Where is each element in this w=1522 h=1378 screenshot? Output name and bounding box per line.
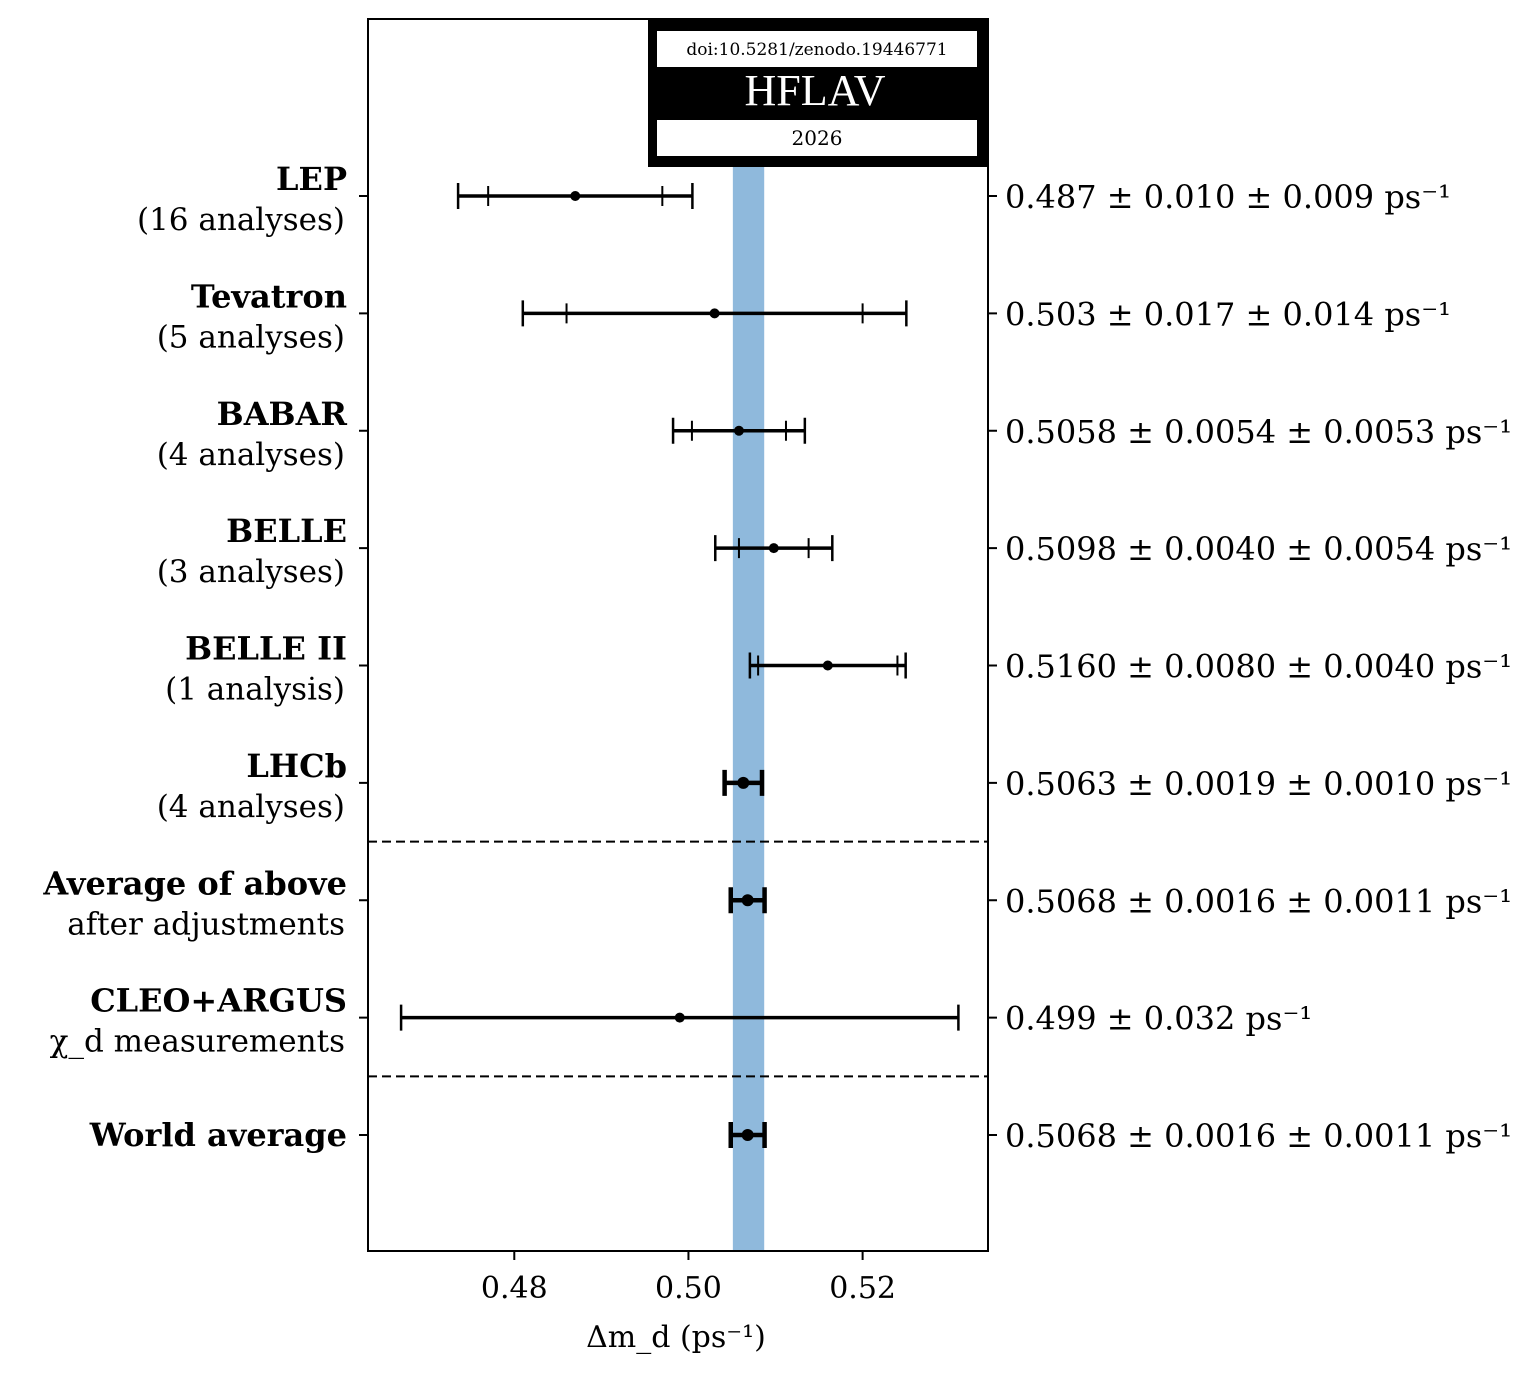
row-result: 0.5068 ± 0.0016 ± 0.0011 ps⁻¹: [1005, 1117, 1512, 1155]
data-point: [741, 1129, 754, 1141]
plot-frame: [367, 18, 989, 1252]
x-tick-label: 0.48: [481, 1271, 548, 1306]
row-6: [359, 887, 997, 914]
row-3: [359, 535, 997, 562]
row-result: 0.499 ± 0.032 ps⁻¹: [1005, 1000, 1312, 1038]
x-tick-label: 0.52: [829, 1271, 896, 1306]
row-2: [359, 417, 997, 444]
badge-year-box: [657, 120, 977, 156]
row-subtitle: (1 analysis): [165, 672, 345, 708]
badge-year: 2026: [792, 126, 843, 150]
data-point: [822, 660, 833, 671]
row-name: World average: [89, 1116, 347, 1154]
row-result: 0.5160 ± 0.0080 ± 0.0040 ps⁻¹: [1005, 648, 1512, 686]
row-7: [359, 1004, 997, 1031]
row-subtitle: (4 analyses): [157, 789, 345, 825]
separators: [368, 840, 988, 1078]
row-name: LEP: [276, 160, 347, 198]
data-point: [674, 1012, 685, 1023]
badge-title: HFLAV: [744, 66, 885, 115]
data-point: [709, 308, 720, 319]
badge-doi: doi:10.5281/zenodo.19446771: [686, 40, 947, 60]
row-name: Average of above: [42, 864, 347, 902]
row-0: [359, 183, 997, 209]
data-point: [570, 191, 581, 201]
row-4: [359, 652, 997, 679]
row-result: 0.5068 ± 0.0016 ± 0.0011 ps⁻¹: [1005, 882, 1512, 920]
row-1: [359, 300, 997, 327]
hflav-badge: doi:10.5281/zenodo.19446771 HFLAV 2026: [648, 19, 988, 167]
measurement-rows: [359, 183, 997, 1148]
average-band: [732, 19, 765, 1251]
row-name: LHCb: [246, 747, 347, 785]
row-subtitle: (3 analyses): [157, 554, 345, 590]
row-subtitle: χ_d measurements: [50, 1024, 345, 1060]
row-name: Tevatron: [191, 277, 347, 315]
x-tick-label: 0.50: [655, 1271, 722, 1306]
row-subtitle: after adjustments: [67, 906, 345, 942]
row-subtitle: (5 analyses): [157, 319, 345, 355]
row-name: CLEO+ARGUS: [90, 982, 347, 1020]
row-result: 0.5098 ± 0.0040 ± 0.0054 ps⁻¹: [1005, 530, 1512, 568]
row-name: BABAR: [217, 395, 348, 433]
x-axis: 0.48 0.50 0.52: [481, 1251, 896, 1306]
data-point: [741, 894, 754, 907]
x-axis-label: Δm_d (ps⁻¹): [586, 1320, 766, 1355]
row-subtitle: (16 analyses): [137, 202, 345, 238]
row-subtitle: (4 analyses): [157, 437, 345, 473]
row-8: [359, 1122, 997, 1148]
row-name: BELLE: [226, 512, 347, 550]
data-point: [737, 776, 750, 789]
row-result: 0.487 ± 0.010 ± 0.009 ps⁻¹: [1005, 178, 1451, 216]
row-result: 0.5063 ± 0.0019 ± 0.0010 ps⁻¹: [1005, 765, 1512, 803]
row-result: 0.5058 ± 0.0054 ± 0.0053 ps⁻¹: [1005, 413, 1512, 451]
badge-doi-box: [657, 31, 977, 67]
result-labels: 0.487 ± 0.010 ± 0.009 ps⁻¹ 0.503 ± 0.017 …: [1005, 178, 1512, 1155]
row-name: BELLE II: [185, 630, 347, 668]
row-result: 0.503 ± 0.017 ± 0.014 ps⁻¹: [1005, 295, 1451, 333]
row-5: [359, 769, 997, 796]
data-point: [733, 425, 744, 436]
data-point: [768, 543, 779, 554]
row-labels: LEP (16 analyses) Tevatron (5 analyses) BABA…: [42, 160, 347, 1154]
